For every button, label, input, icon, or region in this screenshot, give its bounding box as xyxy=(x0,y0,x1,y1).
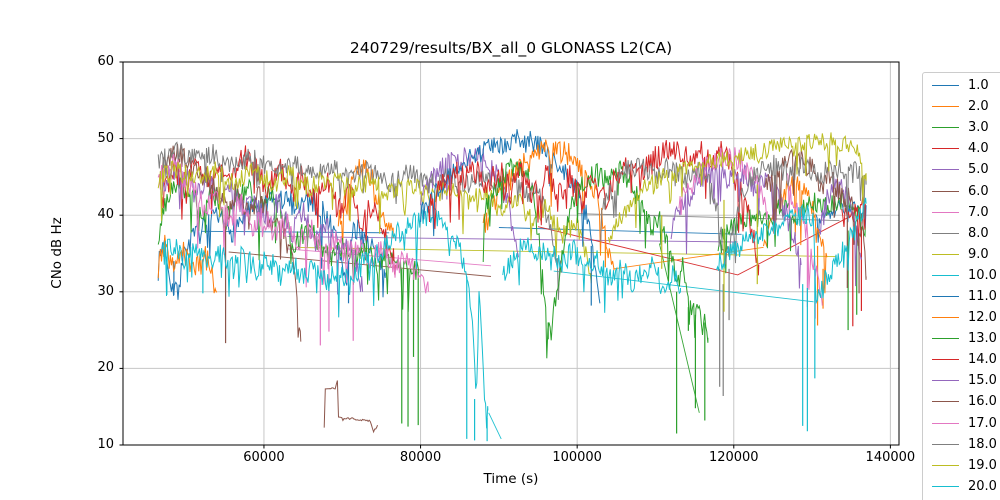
chart-title: 240729/results/BX_all_0 GLONASS L2(CA) xyxy=(349,39,673,57)
legend-entry: 14.0 xyxy=(923,349,1000,370)
connector-line xyxy=(201,230,390,234)
connector-line xyxy=(498,227,742,235)
series-trace-9.0 xyxy=(157,160,592,284)
x-tick-label: 120000 xyxy=(708,450,759,465)
legend-line-sample xyxy=(932,359,959,361)
legend-entry: 7.0 xyxy=(923,202,1000,223)
legend-line-sample xyxy=(932,295,959,297)
legend-entry: 12.0 xyxy=(923,307,1000,328)
legend-entry-label: 16.0 xyxy=(968,394,997,410)
legend-line-sample xyxy=(932,232,959,234)
legend-line-sample xyxy=(932,190,959,192)
x-tick-label: 60000 xyxy=(243,450,285,465)
legend-entry-label: 20.0 xyxy=(968,478,997,494)
y-axis-label: CNo dB Hz xyxy=(49,217,65,289)
legend-line-sample xyxy=(932,422,959,424)
y-tick-label: 30 xyxy=(97,283,114,299)
x-tick-label: 100000 xyxy=(552,450,602,465)
connector-line xyxy=(553,270,814,303)
series-trace-18.0 xyxy=(600,154,867,265)
connector-line xyxy=(488,412,502,440)
legend-line-sample xyxy=(932,443,959,445)
legend-entry-label: 17.0 xyxy=(968,415,997,431)
legend-entry: 4.0 xyxy=(923,138,1000,159)
axes-spines xyxy=(122,61,900,446)
legend-entry-label: 8.0 xyxy=(968,225,989,241)
legend-entry: 19.0 xyxy=(923,455,1000,476)
legend-entry-label: 1.0 xyxy=(968,78,989,94)
legend-entry-label: 3.0 xyxy=(968,120,989,136)
legend-entry-label: 15.0 xyxy=(968,373,997,389)
legend-line-sample xyxy=(932,380,959,382)
legend-entry: 8.0 xyxy=(923,223,1000,244)
legend-entry: 3.0 xyxy=(923,117,1000,138)
x-tick-label: 80000 xyxy=(399,450,442,465)
legend-entry-label: 11.0 xyxy=(968,288,997,304)
legend-line-sample xyxy=(932,253,959,255)
legend-entry-label: 4.0 xyxy=(968,141,989,157)
legend-entry: 20.0 xyxy=(923,476,1000,497)
legend: 1.0 2.0 3.0 4.0 5.0 6.0 7.0 8.0 9.0 10.0 11.0 12.0 1… xyxy=(922,72,1000,500)
legend-entry-label: 10.0 xyxy=(968,267,997,283)
y-tick-label: 10 xyxy=(97,437,114,452)
legend-entry: 9.0 xyxy=(923,244,1000,265)
x-axis-label: Time (s) xyxy=(483,471,539,487)
legend-entry-label: 7.0 xyxy=(968,204,989,220)
legend-line-sample xyxy=(932,464,959,466)
legend-entry-label: 9.0 xyxy=(968,246,989,262)
legend-entry-label: 12.0 xyxy=(968,310,997,326)
legend-line-sample xyxy=(932,148,959,150)
legend-line-sample xyxy=(932,211,959,213)
legend-entry-label: 13.0 xyxy=(968,331,997,347)
legend-entry: 6.0 xyxy=(923,180,1000,201)
legend-line-sample xyxy=(932,401,959,403)
series-trace-6.0 xyxy=(323,380,378,434)
legend-entry-label: 14.0 xyxy=(968,352,997,368)
series-trace-20.0 xyxy=(716,197,867,305)
legend-entry: 5.0 xyxy=(923,159,1000,180)
series-trace-2.0 xyxy=(157,234,218,294)
legend-line-sample xyxy=(932,317,959,319)
series-trace-20.0 xyxy=(502,237,681,313)
y-tick-label: 20 xyxy=(97,360,114,376)
legend-line-sample xyxy=(932,338,959,340)
legend-entry: 16.0 xyxy=(923,391,1000,412)
y-tick-label: 50 xyxy=(97,130,114,146)
legend-entry-label: 5.0 xyxy=(968,162,989,178)
legend-entry-label: 18.0 xyxy=(968,436,997,452)
series-trace-19.0 xyxy=(608,132,867,243)
legend-entry: 11.0 xyxy=(923,286,1000,307)
legend-entry-label: 19.0 xyxy=(968,457,997,473)
legend-entry: 15.0 xyxy=(923,370,1000,391)
legend-entry: 10.0 xyxy=(923,265,1000,286)
legend-entry: 2.0 xyxy=(923,96,1000,117)
y-tick-label: 40 xyxy=(97,207,114,223)
connector-line xyxy=(287,236,738,243)
legend-line-sample xyxy=(932,485,959,487)
legend-line-sample xyxy=(932,274,959,276)
series-trace-17.0 xyxy=(786,172,823,306)
legend-line-sample xyxy=(932,127,959,129)
connector-line xyxy=(658,243,700,413)
series-trace-8.0 xyxy=(157,141,562,300)
legend-entry-label: 2.0 xyxy=(968,99,989,115)
legend-entry: 18.0 xyxy=(923,434,1000,455)
legend-line-sample xyxy=(932,169,959,171)
legend-line-sample xyxy=(932,106,959,108)
legend-entry: 1.0 xyxy=(923,75,1000,96)
x-tick-label: 140000 xyxy=(865,450,916,465)
legend-line-sample xyxy=(932,85,959,87)
legend-entry: 17.0 xyxy=(923,413,1000,434)
y-tick-label: 60 xyxy=(97,54,114,69)
legend-entry: 13.0 xyxy=(923,328,1000,349)
legend-entry-label: 6.0 xyxy=(968,183,989,199)
series-trace-14.0 xyxy=(427,140,760,276)
series-trace-15.0 xyxy=(818,175,862,287)
series-trace-11.0 xyxy=(420,129,601,304)
connector-line xyxy=(537,216,850,276)
